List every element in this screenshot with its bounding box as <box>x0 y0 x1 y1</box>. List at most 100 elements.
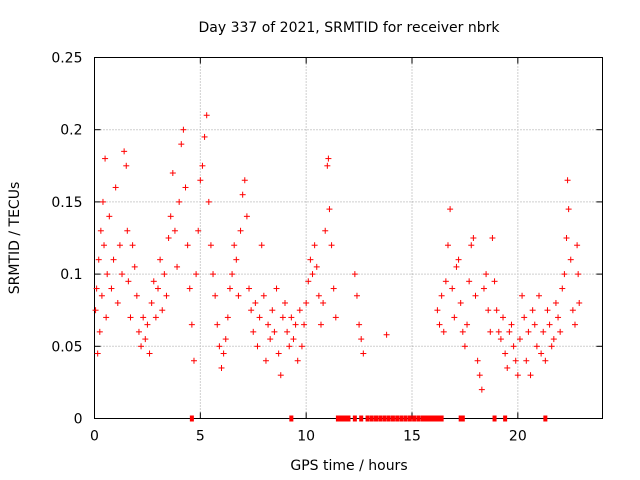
zero-value-marker <box>289 415 294 422</box>
data-point <box>116 242 123 249</box>
data-point <box>564 177 571 184</box>
data-point <box>457 299 464 306</box>
data-point <box>478 386 485 393</box>
data-point <box>567 256 574 263</box>
zero-value-marker <box>435 415 440 422</box>
zero-value-marker <box>386 415 391 422</box>
zero-value-marker <box>503 415 508 422</box>
data-points <box>92 112 583 422</box>
data-point <box>98 292 105 299</box>
data-point <box>248 307 255 314</box>
data-point <box>351 271 358 278</box>
data-point <box>231 242 238 249</box>
x-tick-label: 10 <box>297 429 315 445</box>
data-point <box>514 372 521 379</box>
data-point <box>95 256 102 263</box>
zero-value-marker <box>437 415 442 422</box>
data-point <box>140 314 147 321</box>
data-point <box>203 112 210 119</box>
data-point <box>161 271 168 278</box>
data-point <box>540 328 547 335</box>
data-point <box>506 328 513 335</box>
data-point <box>282 299 288 306</box>
zero-value-marker <box>433 415 438 422</box>
data-point <box>527 372 534 379</box>
data-point <box>536 292 542 299</box>
data-point <box>224 314 231 321</box>
data-point <box>455 256 462 263</box>
zero-value-marker <box>342 415 347 422</box>
data-point <box>453 263 460 270</box>
data-point <box>442 278 449 285</box>
data-point <box>315 292 322 299</box>
zero-value-marker <box>390 415 395 422</box>
data-point <box>495 328 502 335</box>
zero-value-marker <box>378 415 383 422</box>
data-point <box>317 321 324 328</box>
data-point <box>449 285 456 292</box>
data-point <box>548 343 555 350</box>
data-point <box>186 285 193 292</box>
data-point <box>99 198 106 205</box>
data-point <box>311 242 318 249</box>
zero-value-marker <box>416 415 421 422</box>
data-point <box>201 133 208 140</box>
data-point <box>106 213 113 220</box>
data-point <box>146 350 153 357</box>
data-point <box>531 321 538 328</box>
data-point <box>133 292 140 299</box>
data-point <box>533 343 540 350</box>
zero-value-marker <box>426 415 431 422</box>
data-point <box>356 321 363 328</box>
y-tick-label: 0.05 <box>51 339 82 355</box>
data-point <box>470 235 477 241</box>
data-point <box>552 299 559 306</box>
data-point <box>292 321 299 328</box>
data-point <box>500 314 507 321</box>
data-point <box>305 278 312 285</box>
data-point <box>241 177 248 184</box>
data-point <box>239 191 246 198</box>
data-point <box>444 242 451 249</box>
data-point <box>325 155 332 162</box>
data-point <box>102 155 109 162</box>
data-point <box>521 314 528 321</box>
data-point <box>127 314 134 321</box>
data-point <box>523 357 530 364</box>
data-point <box>497 336 504 343</box>
data-point <box>307 256 314 263</box>
data-point <box>438 292 445 299</box>
data-point <box>451 314 458 321</box>
data-point <box>110 256 117 263</box>
data-point <box>353 292 360 299</box>
data-point <box>193 271 200 278</box>
data-point <box>485 307 492 314</box>
data-point <box>466 278 473 285</box>
data-point <box>563 235 570 241</box>
data-point <box>123 162 130 169</box>
zero-value-marker <box>431 415 436 422</box>
data-point <box>169 170 176 177</box>
data-point <box>182 184 189 191</box>
data-point <box>97 227 104 234</box>
data-point <box>279 314 286 321</box>
data-point <box>277 372 284 379</box>
zero-value-marker <box>403 415 408 422</box>
axis-layer: 0 5 10 15 20 0 0.05 0.1 0.15 0.2 0.25 <box>51 51 603 445</box>
data-point <box>254 343 261 350</box>
data-point <box>358 336 365 343</box>
zero-value-marker <box>344 415 349 422</box>
zero-value-marker <box>460 415 465 422</box>
data-point <box>210 271 217 278</box>
data-point <box>487 328 494 335</box>
y-tick-label: 0.1 <box>60 267 82 283</box>
data-point <box>529 307 536 314</box>
data-point <box>222 336 229 343</box>
y-tick-label: 0.15 <box>51 195 82 211</box>
data-point <box>516 336 523 343</box>
zero-value-marker <box>492 415 497 422</box>
zero-value-marker <box>340 415 345 422</box>
data-point <box>212 292 219 299</box>
data-point <box>440 328 447 335</box>
